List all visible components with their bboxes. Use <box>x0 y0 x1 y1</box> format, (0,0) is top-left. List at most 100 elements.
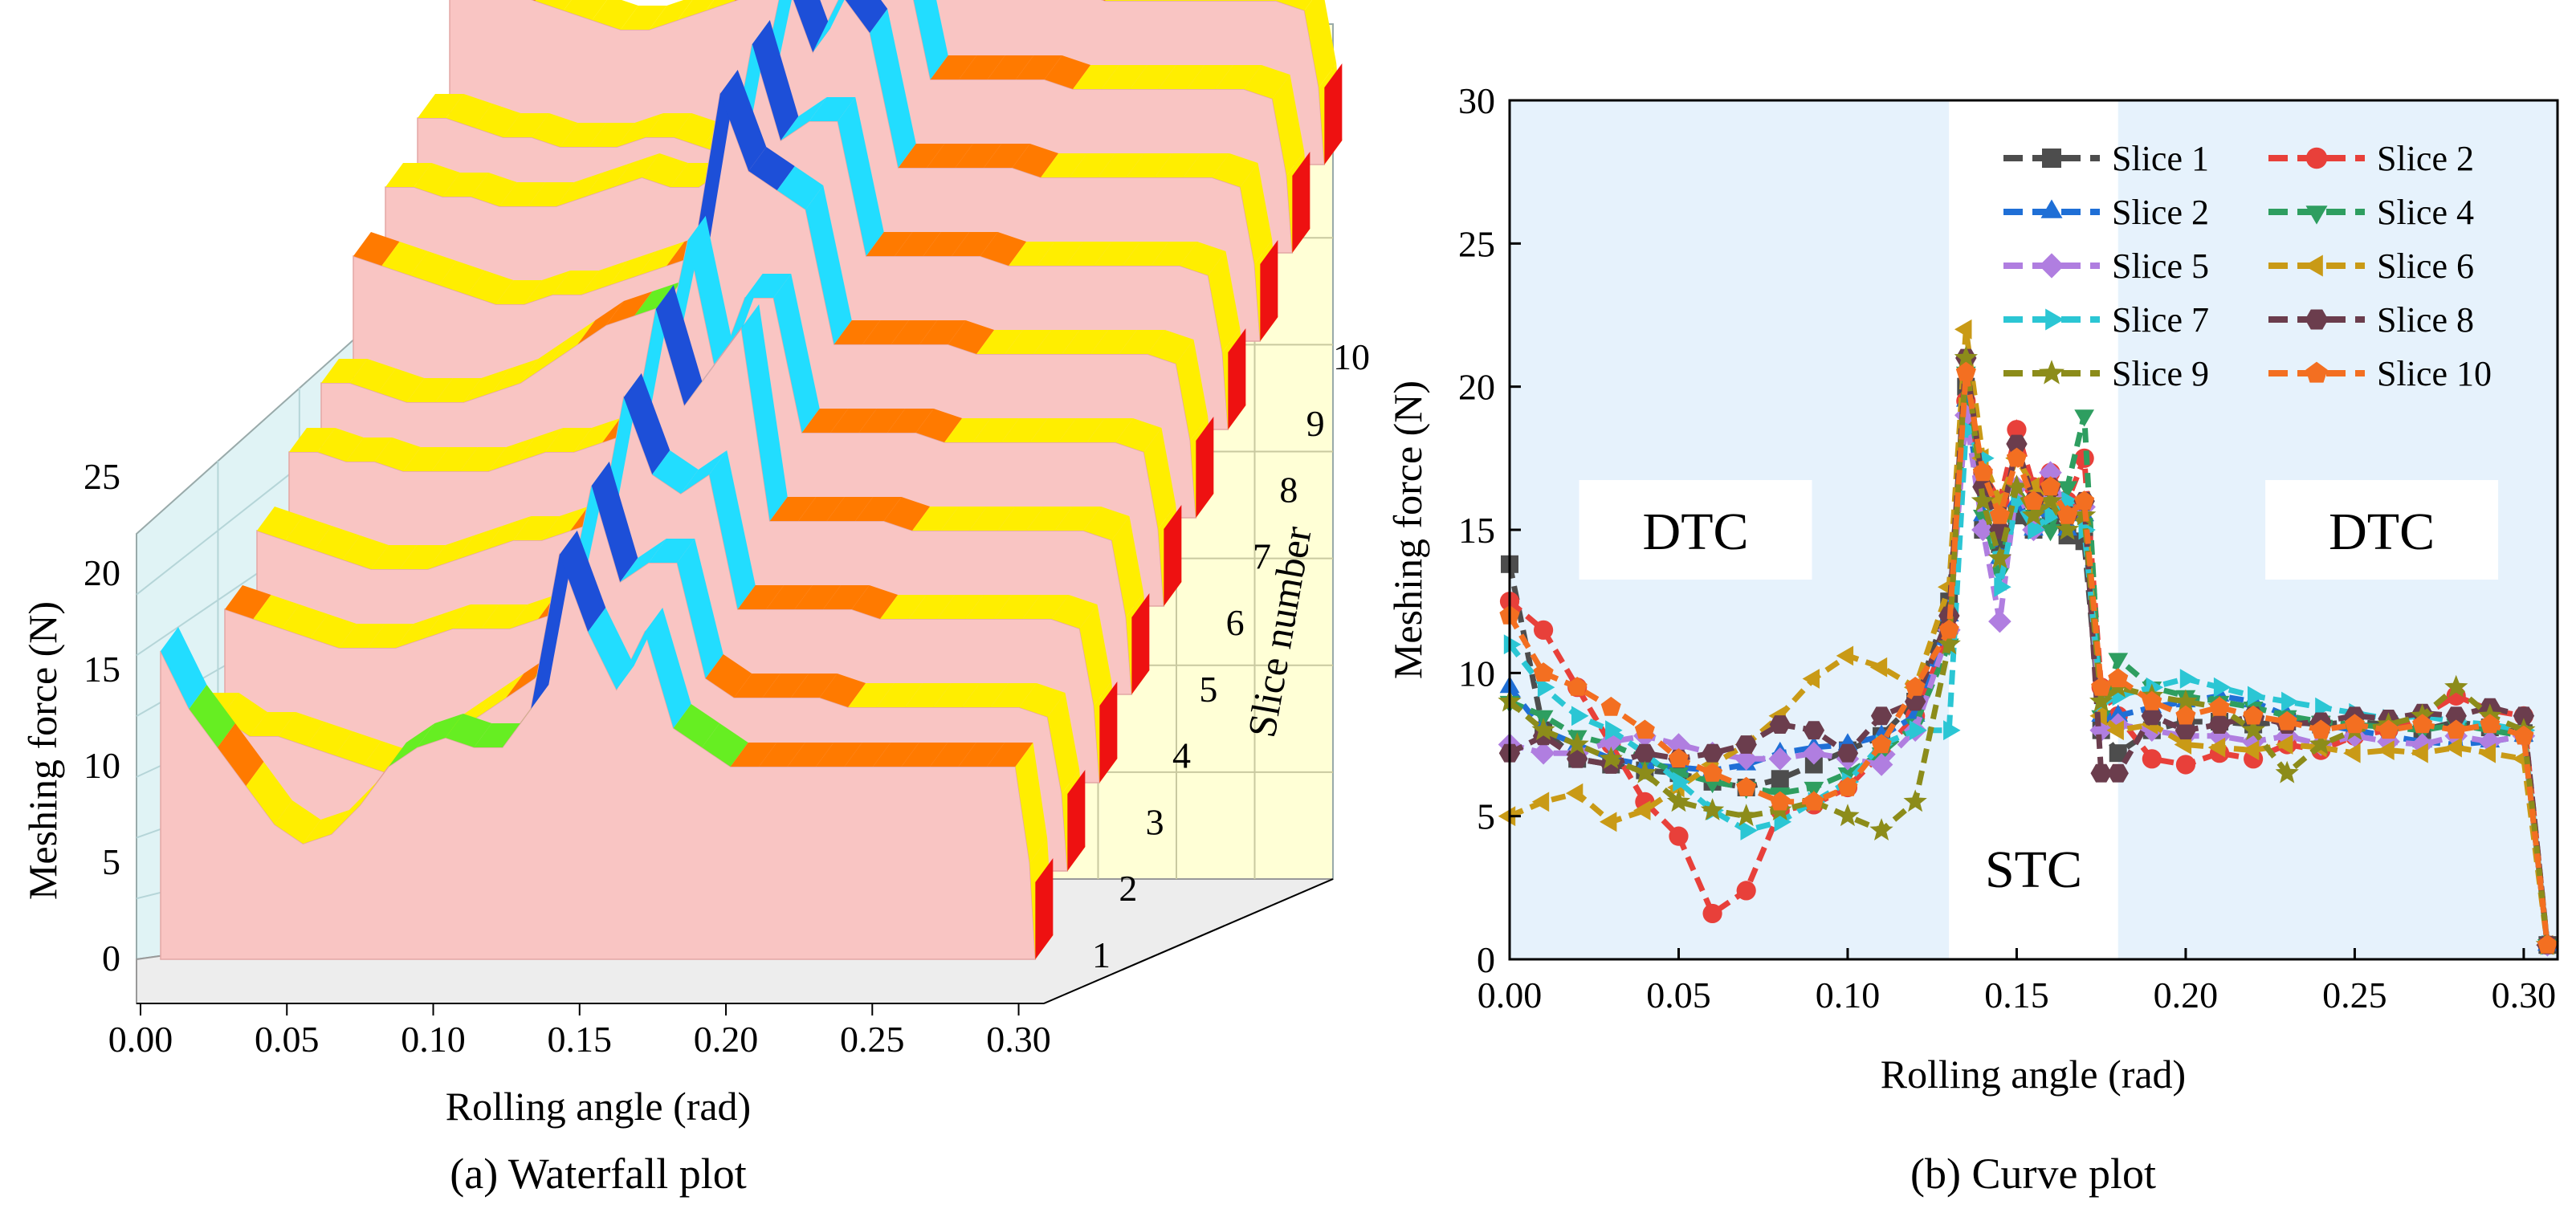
curve-point <box>2444 674 2468 698</box>
curve-point <box>2038 488 2063 511</box>
curve-point <box>2109 744 2127 763</box>
curve-point <box>1837 776 1858 796</box>
legend-label: Slice 2 <box>2112 193 2209 232</box>
curve-point <box>1869 753 1893 776</box>
waterfall-ribbon-segment <box>901 743 948 767</box>
waterfall-ribbon-segment <box>535 0 572 10</box>
waterfall-ribbon-segment <box>1029 418 1077 442</box>
waterfall-z-tick-label: 10 <box>1333 336 1370 377</box>
curve-x-tick-label: 0.05 <box>1646 975 1711 1015</box>
curve-point <box>1531 718 1555 741</box>
waterfall-ribbon-segment <box>801 409 849 433</box>
waterfall-ribbon-segment <box>791 674 838 698</box>
curve-x-tick-label: 0.30 <box>2492 975 2557 1015</box>
waterfall-ribbon-segment <box>705 654 752 698</box>
curve-point <box>1971 518 1995 542</box>
waterfall-ribbon-end <box>1324 63 1343 165</box>
waterfall-ribbon-segment <box>1272 75 1305 176</box>
waterfall-ribbon-segment <box>414 163 460 197</box>
waterfall-ribbon-segment <box>858 409 906 433</box>
waterfall-ribbon-segment <box>560 123 606 147</box>
waterfall-ribbon-segment <box>335 731 381 765</box>
curve-point <box>2411 743 2428 763</box>
curve-point <box>1567 749 1588 768</box>
waterfall-y-tick-label: 10 <box>84 745 120 786</box>
waterfall-slice-1 <box>160 531 1054 960</box>
curve-point <box>1971 488 1995 511</box>
curve-point <box>1770 791 1791 811</box>
waterfall-ribbon-segment <box>477 674 524 717</box>
waterfall-ribbon-segment <box>1244 65 1290 99</box>
waterfall-ribbon-segment <box>1058 418 1105 442</box>
waterfall-ribbon-segment <box>976 330 1023 354</box>
curve-point <box>1989 505 2010 524</box>
waterfall-ribbon-segment <box>225 585 271 619</box>
curve-y-tick-label: 20 <box>1458 367 1495 408</box>
waterfall-ribbon-segment <box>891 320 938 344</box>
curve-point <box>2444 737 2462 758</box>
curve-point <box>2090 763 2112 783</box>
legend-item: Slice 2 <box>2268 139 2474 178</box>
curve-point <box>2006 447 2027 467</box>
waterfall-ribbon-segment <box>1155 153 1201 177</box>
legend-item: Slice 1 <box>2003 139 2209 178</box>
curve-point <box>1503 634 1522 655</box>
waterfall-ribbon-segment <box>1094 242 1141 266</box>
curve-point <box>2305 206 2328 225</box>
waterfall-ribbon-segment <box>381 242 428 275</box>
waterfall-ribbon-segment <box>360 743 406 805</box>
waterfall-ribbon-segment <box>573 418 621 452</box>
waterfall-ribbon-segment <box>1111 516 1144 617</box>
curve-point <box>2042 149 2061 168</box>
curve-point <box>1869 818 1893 840</box>
curve-point <box>2315 697 2333 718</box>
waterfall-ribbon-segment <box>474 104 521 137</box>
waterfall-z-tick-label: 4 <box>1172 735 1191 776</box>
waterfall-ribbon-segment <box>1001 418 1048 442</box>
curve-point <box>2141 706 2162 726</box>
curve-point <box>2108 704 2129 722</box>
waterfall-ribbon-segment <box>342 535 389 569</box>
curve-point <box>1600 696 1621 716</box>
legend-item: Slice 10 <box>2268 354 2492 393</box>
curve-axes: 0 5 10 15 20 25 30 0.00 0.05 0.10 0.15 0.20 0.25 0.30 <box>1458 80 2556 1015</box>
curve-y-tick-label: 5 <box>1477 796 1495 837</box>
waterfall-ribbon-segment <box>1047 693 1080 794</box>
legend-item: Slice 2 <box>2003 193 2209 232</box>
legend-label: Slice 6 <box>2377 246 2474 286</box>
waterfall-ribbon-segment <box>253 595 300 629</box>
waterfall-ribbon-segment <box>306 722 353 755</box>
waterfall-ribbon-segment <box>1126 153 1173 177</box>
waterfall-ribbon-segment <box>649 0 693 30</box>
curve-point <box>1802 669 1820 689</box>
waterfall-ribbon-segment <box>463 368 510 402</box>
waterfall-y-tick-label: 0 <box>102 938 120 979</box>
waterfall-ribbon-segment <box>481 604 528 629</box>
curve-point <box>2089 718 2113 742</box>
waterfall-ribbon-segment <box>417 714 463 747</box>
waterfall-ribbon-segment <box>1098 153 1144 177</box>
curve-xlabel: Rolling angle (rad) <box>1881 1052 2186 1097</box>
waterfall-ribbon-segment <box>930 55 977 79</box>
waterfall-ribbon-segment <box>1119 330 1166 354</box>
waterfall-ribbon-segment <box>830 409 877 433</box>
curve-point <box>2281 691 2299 712</box>
waterfall-ribbon-segment <box>446 94 492 128</box>
curve-point <box>1634 719 1655 739</box>
waterfall-ribbon-segment <box>445 714 492 747</box>
curve-point <box>1736 776 1757 796</box>
waterfall-ribbon-segment <box>734 674 781 698</box>
waterfall-ribbon-segment <box>467 271 514 304</box>
waterfall-ribbon-segment <box>395 614 442 648</box>
waterfall-ribbon-segment <box>321 359 368 383</box>
legend-label: Slice 1 <box>2112 139 2209 178</box>
curve-y-tick-label: 0 <box>1477 939 1495 980</box>
curve-point <box>2446 719 2467 739</box>
curve-point <box>1673 771 1690 792</box>
waterfall-ribbon-segment <box>638 242 685 275</box>
curve-point <box>2377 740 2395 760</box>
waterfall-ribbon-segment <box>826 497 874 521</box>
waterfall-z-tick-label: 1 <box>1092 934 1111 975</box>
